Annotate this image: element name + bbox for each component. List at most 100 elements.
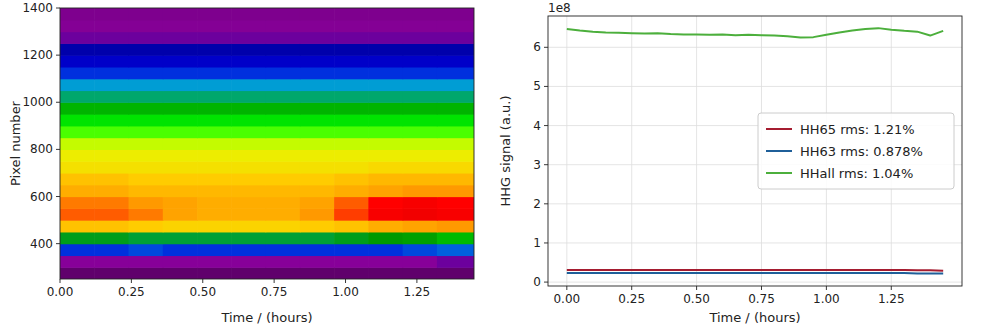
heatmap-cell: [60, 255, 95, 267]
heatmap-cell: [300, 208, 335, 220]
heatmap-cell: [163, 20, 198, 32]
heatmap-cell: [197, 255, 232, 267]
heatmap-cell: [231, 173, 266, 185]
y-tick: [56, 243, 60, 244]
series-line: [567, 272, 943, 274]
heatmap-cell: [266, 173, 301, 185]
heatmap-cell: [94, 267, 129, 279]
grid-line: [548, 86, 962, 87]
heatmap-cell: [403, 79, 438, 91]
x-tick-label: 0.00: [553, 292, 580, 306]
heatmap-cell: [300, 220, 335, 232]
heatmap-cell: [231, 32, 266, 44]
heatmap-cell: [197, 267, 232, 279]
heatmap-cell: [403, 149, 438, 161]
heatmap-cell: [129, 149, 164, 161]
heatmap-cell: [231, 114, 266, 126]
heatmap-cell: [300, 32, 335, 44]
heatmap-cell: [231, 232, 266, 244]
heatmap-cell: [300, 67, 335, 79]
heatmap-cell: [266, 255, 301, 267]
heatmap-cell: [163, 208, 198, 220]
x-tick: [761, 286, 762, 290]
heatmap-cell: [334, 79, 369, 91]
y-tick-label: 3: [533, 158, 541, 172]
heatmap-cell: [163, 173, 198, 185]
heatmap-cell: [163, 244, 198, 256]
heatmap-cell: [60, 161, 95, 173]
heatmap-cell: [129, 161, 164, 173]
heatmap-cell: [334, 267, 369, 279]
heatmap-cell: [129, 55, 164, 67]
heatmap-cells: [60, 8, 474, 279]
heatmap-cell: [129, 90, 164, 102]
y-tick: [56, 55, 60, 56]
heatmap-cell: [334, 208, 369, 220]
legend-swatch: [766, 150, 792, 152]
heatmap-cell: [300, 173, 335, 185]
heatmap-cell: [197, 8, 232, 20]
heatmap-cell: [334, 173, 369, 185]
heatmap-cell: [94, 55, 129, 67]
heatmap-cell: [163, 79, 198, 91]
heatmap-cell: [197, 79, 232, 91]
heatmap-cell: [368, 43, 403, 55]
heatmap-cell: [60, 208, 95, 220]
heatmap-cell: [266, 149, 301, 161]
heatmap-cell: [368, 55, 403, 67]
y-tick-label: 1200: [22, 48, 53, 62]
heatmap-cell: [300, 244, 335, 256]
heatmap-cell: [368, 90, 403, 102]
x-axis-label: Time / (hours): [708, 310, 800, 325]
x-tick-label: 0.50: [189, 285, 216, 299]
heatmap-cell: [94, 8, 129, 20]
heatmap-cell: [163, 149, 198, 161]
heatmap-cell: [197, 208, 232, 220]
heatmap-cell: [129, 220, 164, 232]
heatmap-cell: [163, 102, 198, 114]
heatmap-cell: [94, 102, 129, 114]
heatmap-cell: [94, 197, 129, 209]
x-tick-label: 1.25: [404, 285, 431, 299]
heatmap-cell: [266, 32, 301, 44]
series-line: [567, 269, 943, 272]
legend-swatch: [766, 128, 792, 130]
heatmap-cell: [266, 79, 301, 91]
heatmap-cell: [403, 173, 438, 185]
heatmap-cell: [129, 244, 164, 256]
y-tick: [544, 125, 548, 126]
heatmap-cell: [403, 232, 438, 244]
heatmap-cell: [437, 267, 474, 279]
heatmap-cell: [163, 232, 198, 244]
series-line: [567, 28, 943, 37]
heatmap-cell: [300, 20, 335, 32]
heatmap-cell: [231, 20, 266, 32]
grid-line: [548, 282, 962, 283]
heatmap-cell: [437, 90, 474, 102]
heatmap-cell: [129, 43, 164, 55]
heatmap-cell: [368, 267, 403, 279]
heatmap-cell: [60, 67, 95, 79]
heatmap-cell: [231, 220, 266, 232]
heatmap-cell: [129, 255, 164, 267]
heatmap-cell: [368, 255, 403, 267]
heatmap-cell: [403, 161, 438, 173]
heatmap-cell: [266, 232, 301, 244]
heatmap-cell: [129, 79, 164, 91]
x-tick-label: 0.50: [683, 292, 710, 306]
heatmap-cell: [334, 32, 369, 44]
heatmap-cell: [94, 232, 129, 244]
y-tick: [544, 242, 548, 243]
heatmap-cell: [197, 220, 232, 232]
heatmap-cell: [334, 232, 369, 244]
heatmap-cell: [403, 185, 438, 197]
heatmap-cell: [94, 208, 129, 220]
y-tick-label: 5: [533, 79, 541, 93]
heatmap-cell: [403, 102, 438, 114]
heatmap-cell: [437, 161, 474, 173]
heatmap-cell: [197, 197, 232, 209]
grid-line: [696, 16, 697, 286]
grid-line: [548, 203, 962, 204]
heatmap-cell: [60, 173, 95, 185]
heatmap-cell: [129, 197, 164, 209]
